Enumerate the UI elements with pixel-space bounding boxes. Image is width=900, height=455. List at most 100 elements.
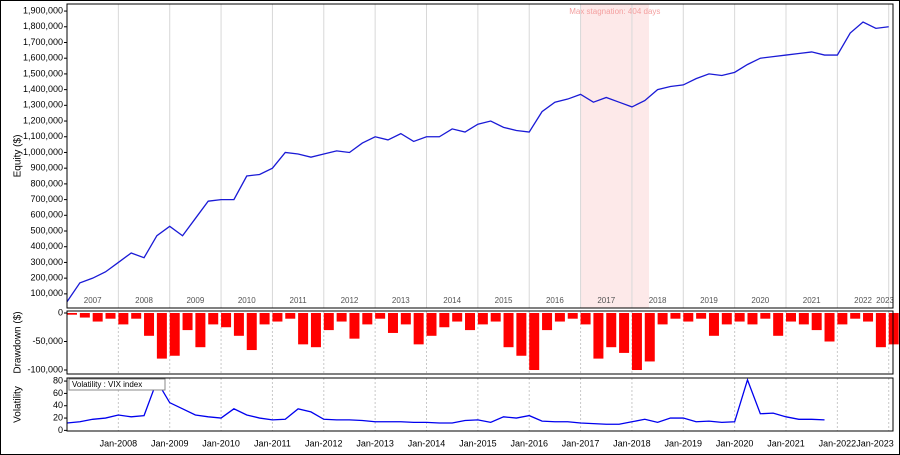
bar — [503, 312, 514, 348]
y-tick-label: 1,500,000 — [23, 68, 63, 78]
bar — [362, 312, 373, 325]
bar — [310, 312, 321, 348]
bar — [439, 312, 450, 328]
year-label: 2021 — [803, 296, 821, 305]
bar — [298, 312, 309, 345]
x-tick-label: Jan-2010 — [202, 438, 240, 448]
year-label: 2016 — [546, 296, 564, 305]
y-axis-label: Drawdown ($) — [13, 311, 24, 373]
x-tick-label: Jan-2011 — [254, 438, 291, 448]
y-tick-label: 500,000 — [30, 225, 63, 235]
bar — [631, 312, 642, 371]
bar — [580, 312, 591, 325]
panel: 0 20 40 60 80 Volatility Jan-2008 Jan-2009 Jan-2… — [13, 375, 894, 448]
y-tick-label: 1,400,000 — [23, 84, 63, 94]
bar — [644, 312, 655, 362]
bar — [349, 312, 360, 339]
y-tick-label: 40 — [53, 400, 63, 410]
bar — [606, 312, 617, 348]
bar — [529, 312, 540, 371]
bar — [400, 312, 411, 325]
bar — [850, 312, 861, 319]
y-tick-label: 400,000 — [30, 241, 63, 251]
bar — [375, 312, 386, 319]
y-tick-label: 0 — [58, 307, 63, 317]
bar — [156, 312, 167, 359]
x-tick-label: Jan-2019 — [665, 438, 703, 448]
bar — [413, 312, 424, 345]
bar — [246, 312, 257, 351]
bar — [657, 312, 668, 325]
y-tick-label: 1,200,000 — [23, 115, 63, 125]
x-tick-label: Jan-2016 — [510, 438, 548, 448]
bar — [811, 312, 822, 331]
year-label: 2014 — [443, 296, 461, 305]
bar — [721, 312, 732, 325]
bar — [105, 312, 116, 319]
year-label: 2010 — [238, 296, 256, 305]
y-tick-label: 80 — [53, 375, 63, 385]
bar — [477, 312, 488, 325]
bar — [875, 312, 886, 348]
bar — [221, 312, 232, 328]
year-label: 2022 — [854, 296, 872, 305]
bar — [233, 312, 244, 336]
bar — [387, 312, 398, 333]
y-tick-label: 1,700,000 — [23, 37, 63, 47]
bar — [272, 312, 283, 322]
plot-frame — [66, 377, 894, 432]
y-tick-label: 600,000 — [30, 210, 63, 220]
bar — [683, 312, 694, 322]
bar — [118, 312, 129, 325]
y-tick-label: 60 — [53, 388, 63, 398]
line — [66, 21, 889, 303]
y-tick-label: 1,000,000 — [23, 147, 63, 157]
year-label: 2009 — [186, 296, 204, 305]
y-tick-label: 100,000 — [30, 288, 63, 298]
y-tick-label: 1,600,000 — [23, 53, 63, 63]
year-label: 2012 — [341, 296, 359, 305]
bar — [593, 312, 604, 359]
bar — [323, 312, 334, 331]
bar — [67, 312, 77, 315]
bar — [554, 312, 565, 322]
x-tick-label: Jan-2017 — [562, 438, 600, 448]
line — [66, 377, 825, 425]
y-tick-label: 300,000 — [30, 257, 63, 267]
x-tick-label: Jan-2014 — [408, 438, 446, 448]
y-tick-label: -50,000 — [32, 336, 63, 346]
y-tick-label: 700,000 — [30, 194, 63, 204]
bar — [79, 312, 90, 318]
x-tick-label: Jan-2015 — [459, 438, 497, 448]
y-tick-label: 1,900,000 — [23, 5, 63, 15]
bar — [773, 312, 784, 336]
bar — [619, 312, 630, 353]
y-tick-label: 0 — [58, 425, 63, 435]
y-tick-label: 1,800,000 — [23, 21, 63, 31]
bar — [798, 312, 809, 325]
bar — [169, 312, 180, 356]
bar — [542, 312, 553, 331]
bar — [92, 312, 103, 322]
y-tick-label: 200,000 — [30, 273, 63, 283]
x-tick-label: Jan-2018 — [613, 438, 651, 448]
bar — [259, 312, 270, 325]
year-label: 2013 — [392, 296, 410, 305]
y-tick-label: 800,000 — [30, 178, 63, 188]
x-tick-label: Jan-2021 — [767, 438, 805, 448]
x-tick-label: Jan-2008 — [100, 438, 138, 448]
bar — [336, 312, 347, 322]
bar — [182, 312, 193, 331]
legend-box — [68, 378, 166, 391]
y-axis-label: Volatility — [13, 386, 24, 423]
legend-label: Volatility : VIX index — [72, 380, 142, 389]
year-label: 2008 — [135, 296, 153, 305]
bar — [144, 312, 155, 336]
bar — [863, 312, 874, 322]
x-tick-label: Jan-2009 — [151, 438, 189, 448]
year-label: 2011 — [290, 296, 308, 305]
year-label: 2019 — [700, 296, 718, 305]
bar — [567, 312, 578, 319]
bar — [426, 312, 437, 336]
